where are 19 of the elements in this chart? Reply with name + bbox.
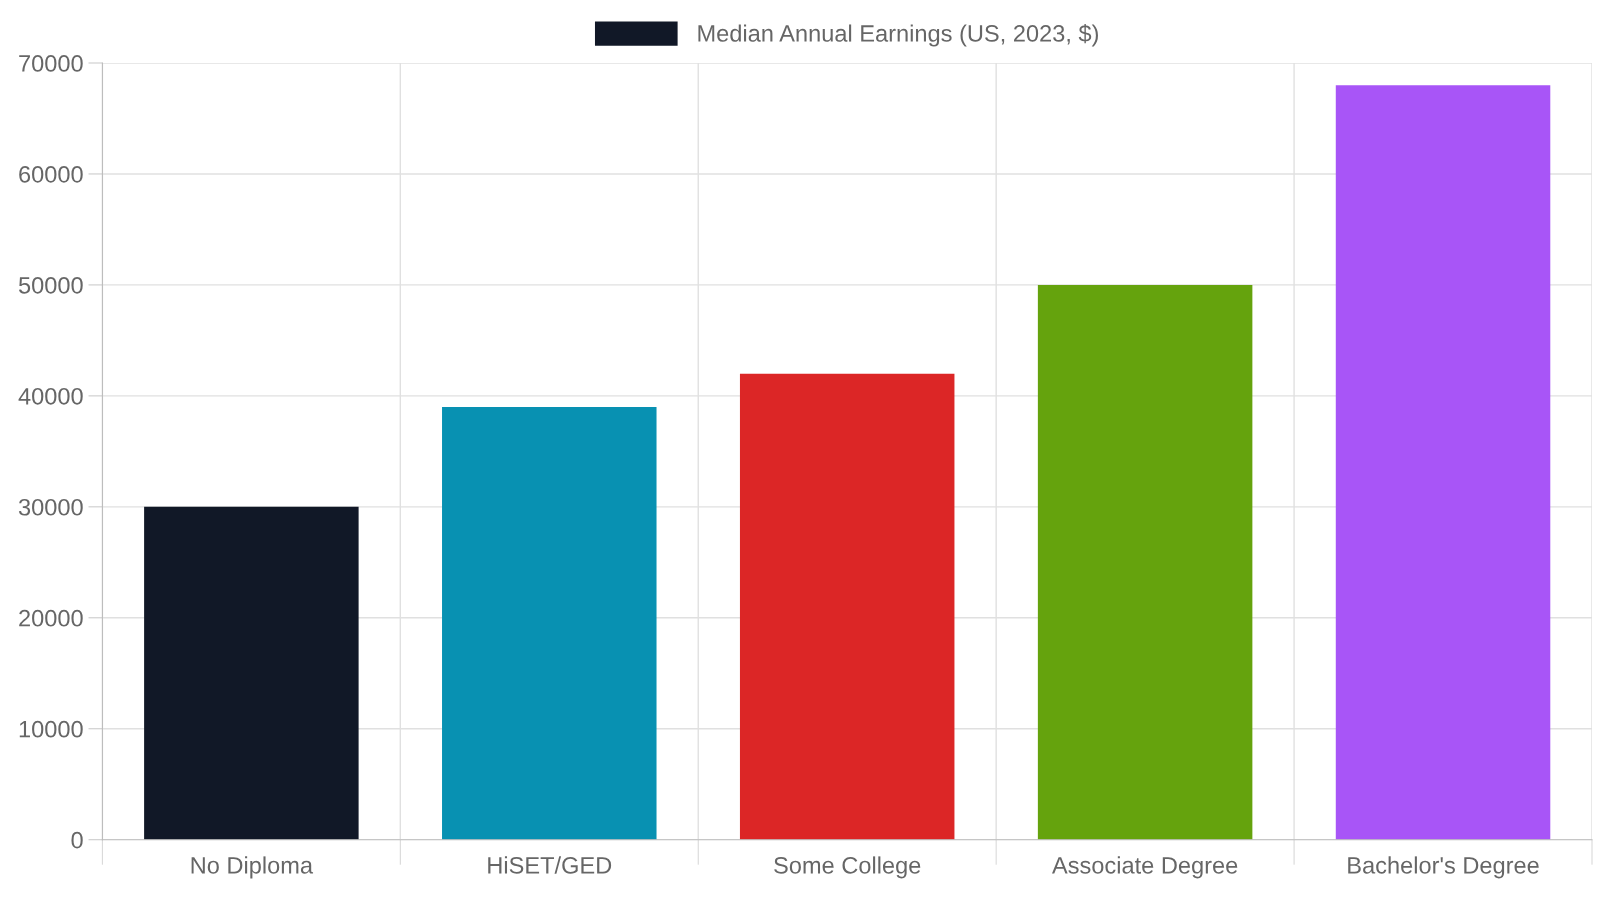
y-tick-label: 40000 — [18, 387, 83, 405]
x-tick-label: No Diploma — [191, 856, 314, 879]
x-tick-label: Associate Degree — [1051, 856, 1238, 879]
y-tick-label: 20000 — [19, 609, 83, 627]
legend-label: Median Annual Earnings (US, 2023, $) — [698, 24, 1098, 47]
y-tick-label: 0 — [71, 831, 83, 849]
bar — [442, 406, 657, 840]
y-tick-label: 50000 — [18, 276, 83, 294]
y-tick-label: 70000 — [19, 55, 83, 72]
y-tick-label: 10000 — [19, 720, 83, 738]
bar — [739, 373, 955, 840]
y-tick-label: 60000 — [19, 166, 83, 183]
x-tick-label: Some College — [774, 856, 921, 879]
bar — [1335, 85, 1551, 840]
bar — [144, 506, 359, 840]
x-tick-label: Bachelor's Degree — [1348, 856, 1539, 879]
bar — [1037, 284, 1253, 840]
y-tick-label: 30000 — [18, 498, 83, 516]
x-tick-label: HiSET/GED — [488, 856, 612, 874]
